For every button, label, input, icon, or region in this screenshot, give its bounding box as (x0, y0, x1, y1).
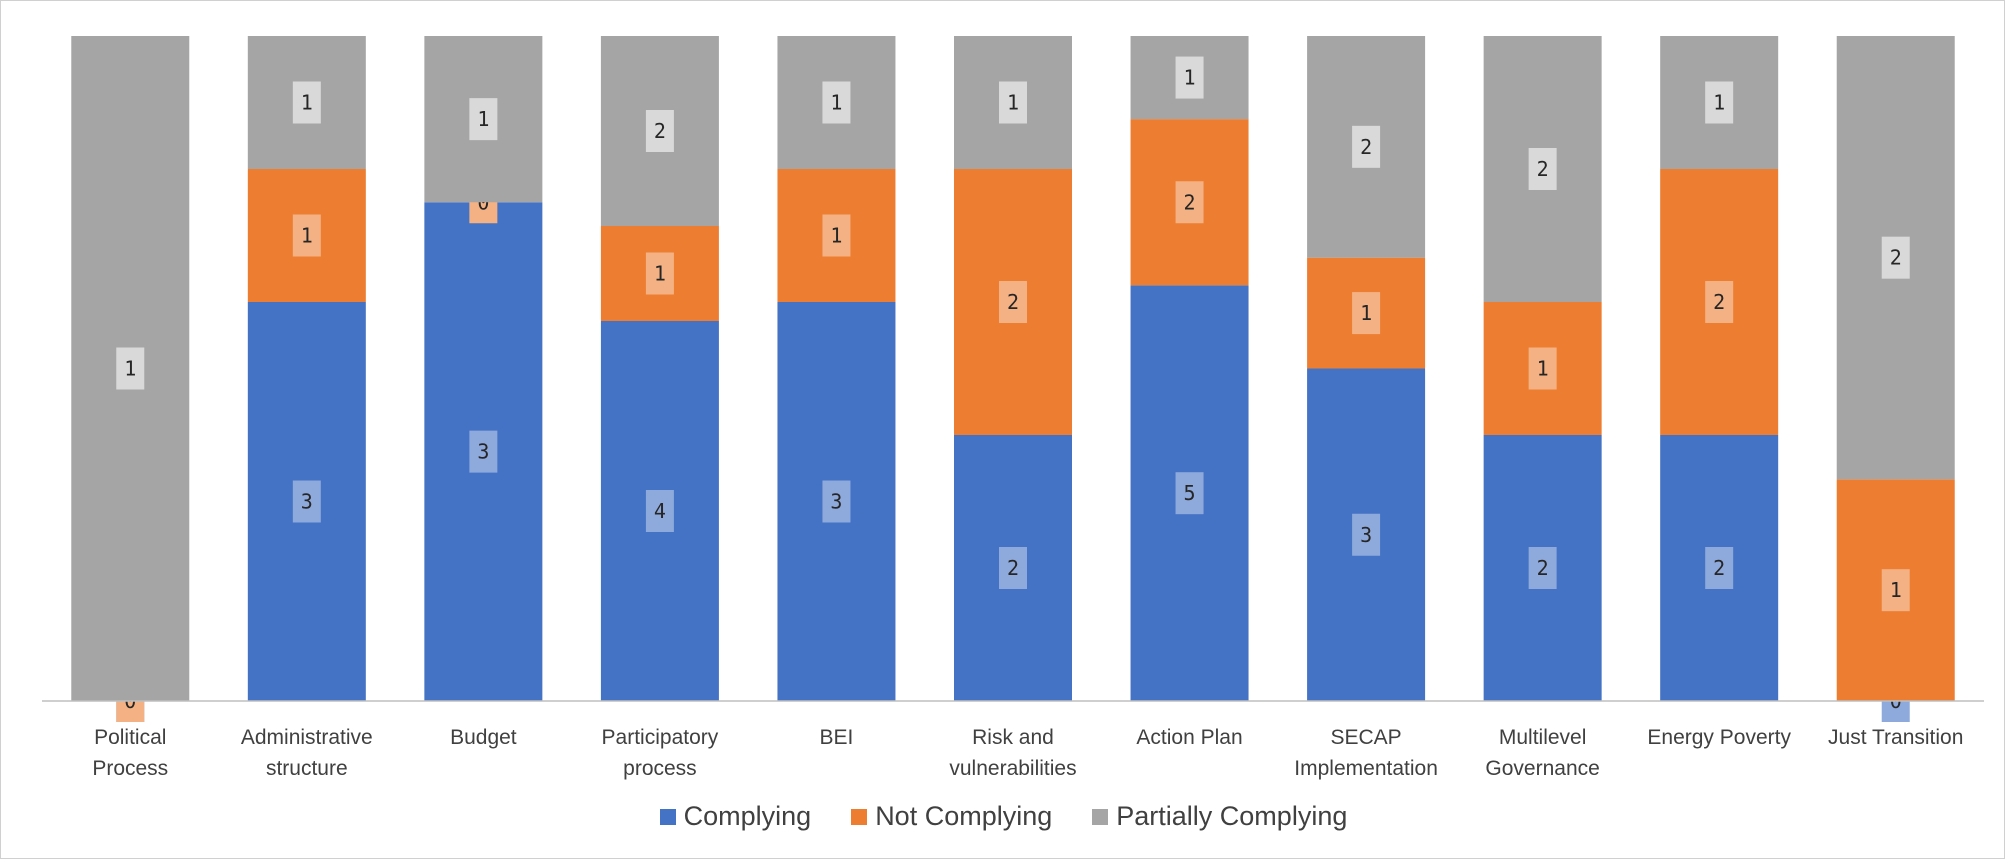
data-label: 1 (830, 224, 842, 248)
data-label: 1 (1890, 578, 1902, 602)
legend-label: Not Complying (875, 801, 1053, 831)
legend-swatch (659, 808, 676, 825)
data-label-box (645, 252, 674, 295)
data-label-box (116, 347, 145, 390)
data-label-box (1175, 56, 1204, 99)
data-label: 1 (1360, 301, 1372, 325)
category-label: process (623, 757, 697, 780)
data-label-box (1175, 472, 1204, 515)
data-label: 1 (477, 107, 489, 131)
data-label-box (1528, 547, 1557, 589)
data-label-box (645, 490, 674, 532)
data-label: 1 (301, 91, 313, 115)
category-label: Energy Poverty (1647, 726, 1791, 749)
data-label-box (822, 81, 851, 124)
data-label-box (1705, 281, 1734, 323)
data-label-box (1528, 148, 1557, 190)
data-label: 2 (1713, 556, 1725, 580)
data-label: 1 (1713, 91, 1725, 115)
data-label-box (822, 214, 851, 257)
data-label-box (1175, 181, 1204, 224)
stacked-bar-chart: 001311301412311221521312212221012 Politi… (42, 36, 1984, 780)
data-label-box (1352, 125, 1381, 168)
legend-item: Complying (659, 801, 812, 832)
category-label: SECAP (1330, 726, 1401, 749)
legend: Complying Not Complying Partially Complyin… (1, 801, 2005, 832)
legend-item: Not Complying (851, 801, 1052, 832)
data-label: 1 (124, 357, 136, 381)
data-label-box (1528, 347, 1557, 390)
data-label: 3 (1360, 523, 1372, 547)
data-label-box (1881, 236, 1910, 279)
data-label: 3 (301, 490, 313, 514)
legend-swatch (1092, 808, 1109, 825)
data-label-box (645, 110, 674, 152)
category-label: Implementation (1294, 757, 1438, 780)
data-label: 1 (1184, 66, 1196, 90)
data-label: 2 (1007, 290, 1019, 314)
bars-group: 001311301412311221521312212221012 (71, 36, 1955, 722)
category-label: Administrative (241, 726, 373, 749)
data-label-box (1352, 513, 1381, 556)
data-label-box (1705, 81, 1734, 124)
category-label: Risk and (972, 726, 1054, 749)
data-label-box (292, 480, 321, 523)
data-label: 1 (654, 262, 666, 286)
data-label: 1 (1537, 357, 1549, 381)
data-label-box (292, 214, 321, 257)
data-label-box (999, 547, 1027, 589)
data-label-box (999, 281, 1027, 323)
data-label-box (292, 81, 321, 124)
data-label-box (1352, 292, 1381, 335)
data-label: 3 (830, 490, 842, 514)
category-label: Participatory (602, 726, 719, 749)
data-label: 1 (830, 91, 842, 115)
data-label: 2 (1537, 157, 1549, 181)
data-label: 2 (1360, 135, 1372, 159)
data-label: 2 (1713, 290, 1725, 314)
data-label-box (1705, 547, 1734, 589)
data-label: 2 (1007, 556, 1019, 580)
category-label: Budget (450, 726, 517, 749)
data-label-box (469, 430, 498, 473)
legend-swatch (851, 808, 868, 825)
data-label: 5 (1184, 481, 1196, 505)
data-label: 2 (1184, 190, 1196, 214)
data-label: 2 (1890, 246, 1902, 270)
category-label: Process (92, 757, 168, 780)
category-label: Multilevel (1499, 726, 1587, 749)
category-label: vulnerabilities (949, 757, 1076, 780)
data-label: 4 (654, 499, 666, 523)
data-label: 1 (1007, 91, 1019, 115)
data-label: 2 (1537, 556, 1549, 580)
category-labels: Political Process Administrative structure B… (92, 726, 1963, 780)
category-label: Action Plan (1136, 726, 1242, 749)
category-label: Political (94, 726, 166, 749)
data-label: 3 (477, 440, 489, 464)
legend-item: Partially Complying (1092, 801, 1347, 832)
data-label-box (999, 81, 1027, 124)
category-label: Just Transition (1828, 726, 1963, 749)
data-label-box (469, 98, 498, 141)
data-label-box (1881, 569, 1910, 612)
legend-label: Partially Complying (1116, 801, 1348, 831)
data-label-box (822, 480, 851, 523)
category-label: Governance (1485, 757, 1599, 780)
category-label: structure (266, 757, 348, 780)
category-label: BEI (820, 726, 854, 749)
legend-label: Complying (683, 801, 812, 831)
data-label: 2 (654, 119, 666, 143)
data-label: 1 (301, 224, 313, 248)
